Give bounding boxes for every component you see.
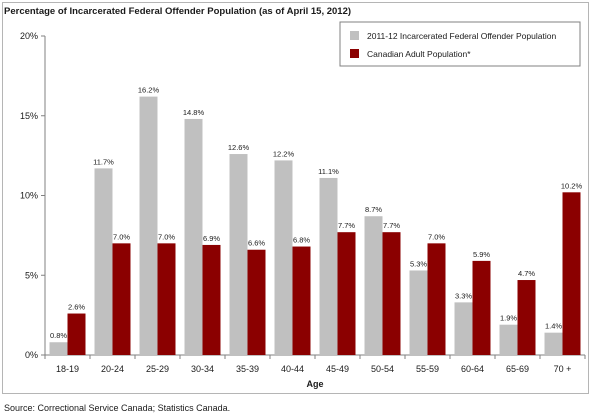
legend-box: [339, 21, 581, 67]
x-tick-label: 70 +: [554, 364, 572, 374]
legend-label: 2011-12 Incarcerated Federal Offender Po…: [367, 31, 556, 41]
data-label: 11.1%: [318, 167, 339, 176]
bar-canadian: [382, 232, 401, 355]
y-tick-label: 5%: [25, 270, 38, 280]
bar-canadian: [202, 244, 221, 355]
data-label: 1.9%: [500, 314, 517, 323]
data-label: 5.3%: [410, 259, 427, 268]
bar-canadian: [337, 232, 356, 355]
x-tick-label: 55-59: [416, 364, 439, 374]
legend-swatch: [350, 49, 359, 58]
data-label: 7.7%: [338, 221, 355, 230]
x-tick-label: 60-64: [461, 364, 484, 374]
data-label: 11.7%: [93, 157, 114, 166]
x-tick-label: 40-44: [281, 364, 304, 374]
data-label: 7.0%: [158, 232, 175, 241]
x-tick-label: 18-19: [56, 364, 79, 374]
bar-offender: [184, 118, 203, 355]
data-label: 2.6%: [68, 303, 85, 312]
bar-canadian: [427, 243, 446, 355]
bar-canadian: [562, 192, 581, 355]
x-tick-label: 50-54: [371, 364, 394, 374]
bar-canadian: [472, 260, 491, 355]
bar-canadian: [292, 246, 311, 355]
data-label: 6.9%: [203, 234, 220, 243]
y-tick-label: 0%: [25, 350, 38, 360]
x-tick-label: 45-49: [326, 364, 349, 374]
data-label: 7.0%: [113, 232, 130, 241]
bar-offender: [94, 168, 113, 355]
bar-canadian: [517, 280, 536, 355]
legend-label: Canadian Adult Population*: [367, 49, 471, 59]
bar-offender: [229, 154, 248, 355]
data-label: 0.8%: [50, 331, 67, 340]
bar-offender: [454, 302, 473, 355]
data-label: 8.7%: [365, 205, 382, 214]
data-label: 7.0%: [428, 232, 445, 241]
bar-canadian: [67, 313, 86, 355]
bar-canadian: [157, 243, 176, 355]
data-label: 1.4%: [545, 322, 562, 331]
bar-offender: [139, 96, 158, 356]
legend-swatch: [350, 31, 359, 40]
data-label: 14.8%: [183, 108, 205, 117]
data-label: 12.6%: [228, 143, 250, 152]
bar-chart: 0% 5% 10% 15% 20% 0.8% 2.6% 18-19 11.7% 7.0% 20-24…: [20, 21, 586, 389]
bar-offender: [319, 177, 338, 355]
data-label: 6.8%: [293, 236, 310, 245]
x-tick-label: 65-69: [506, 364, 529, 374]
data-label: 6.6%: [248, 239, 265, 248]
data-label: 7.7%: [383, 221, 400, 230]
y-tick-label: 10%: [20, 191, 38, 201]
bar-canadian: [247, 249, 266, 355]
x-tick-label: 30-34: [191, 364, 214, 374]
bar-canadian: [112, 243, 131, 355]
x-axis-title: Age: [306, 379, 323, 389]
bar-offender: [364, 216, 383, 355]
data-label: 4.7%: [518, 269, 535, 278]
data-label: 10.2%: [561, 181, 583, 190]
x-tick-label: 35-39: [236, 364, 259, 374]
y-tick-label: 20%: [20, 31, 38, 41]
chart-title: Percentage of Incarcerated Federal Offen…: [4, 6, 352, 17]
source-note: Source: Correctional Service Canada; Sta…: [4, 403, 231, 413]
data-label: 16.2%: [138, 86, 160, 95]
bar-offender: [409, 270, 428, 355]
x-tick-label: 25-29: [146, 364, 169, 374]
bar-offender: [544, 332, 563, 355]
bar-offender: [274, 160, 293, 355]
data-label: 12.2%: [273, 149, 295, 158]
bar-offender: [49, 342, 68, 355]
y-tick-label: 15%: [20, 111, 38, 121]
bar-offender: [499, 324, 518, 355]
data-label: 5.9%: [473, 250, 490, 259]
data-label: 3.3%: [455, 291, 472, 300]
x-tick-label: 20-24: [101, 364, 124, 374]
